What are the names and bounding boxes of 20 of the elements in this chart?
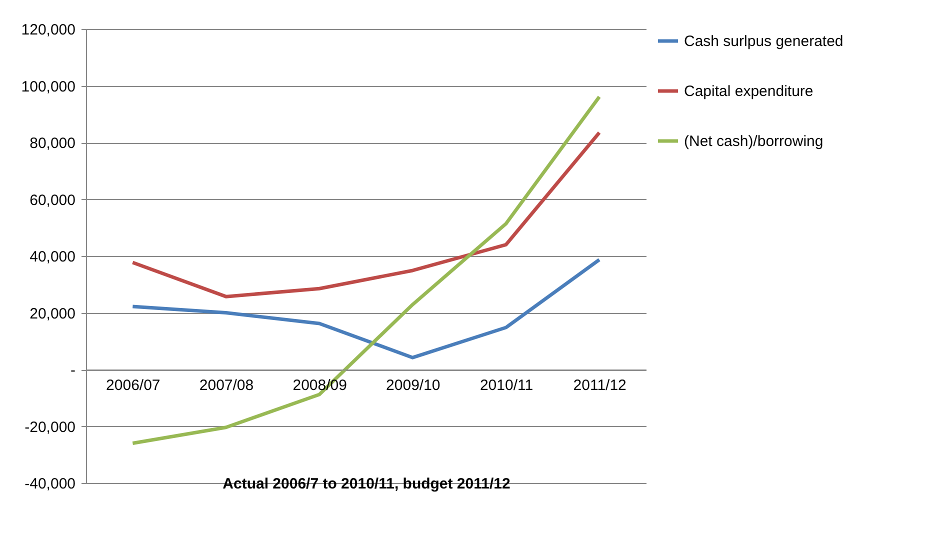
legend-label: Capital expenditure: [684, 83, 814, 100]
x-axis-title: Actual 2006/7 to 2010/11, budget 2011/12: [222, 476, 510, 492]
y-tick-label: -: [70, 362, 76, 379]
legend-label: (Net cash)/borrowing: [684, 133, 824, 150]
y-tick-label: 60,000: [30, 192, 76, 209]
line-series: [130, 258, 602, 360]
x-tick-label: 2006/07: [106, 377, 160, 394]
legend-label: Cash surlpus generated: [684, 33, 844, 50]
x-tick-label: 2010/11: [480, 377, 534, 394]
line-series: [130, 130, 602, 298]
x-tick-label: 2011/12: [573, 377, 626, 394]
y-tick-label: 120,000: [21, 22, 76, 38]
y-tick-label: 100,000: [21, 78, 76, 96]
y-tick-label: 20,000: [30, 305, 76, 322]
y-tick-label: -20,000: [24, 418, 76, 436]
y-tick-label: 80,000: [30, 135, 76, 152]
x-tick-label: 2007/08: [199, 377, 254, 394]
x-tick-label: 2009/10: [386, 377, 440, 394]
y-tick-label: -40,000: [24, 476, 76, 492]
y-tick-label: 40,000: [30, 248, 76, 266]
